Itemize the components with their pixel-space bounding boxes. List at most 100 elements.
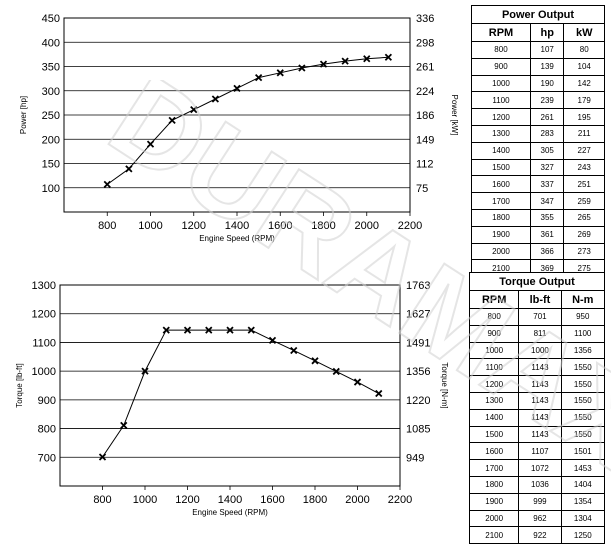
- torque-output-table: Torque Output RPM lb-ft N-m 800 701 950 900…: [468, 272, 606, 545]
- torque-table-cell: 2100: [468, 526, 520, 545]
- power-table-cell: 104: [563, 57, 605, 76]
- torque-table-row: 1600 1107 1501: [468, 442, 606, 461]
- torque-chart: 700 949 800 1085 900 1220 1000 1356 1100 1491 1200…: [15, 280, 449, 517]
- torque-table-row: 1900 999 1354: [468, 492, 606, 511]
- torque-table-row: 1000 1000 1356: [468, 341, 606, 360]
- torque-table-cell: 1800: [468, 475, 520, 494]
- data-point-marker: [247, 326, 255, 334]
- power-table-cell: 337: [529, 175, 565, 194]
- x-tick-label: 800: [98, 220, 116, 232]
- x-tick-label: 1800: [311, 220, 335, 232]
- torque-table-cell: 1100: [560, 324, 606, 343]
- y-tick-label: 700: [38, 452, 56, 464]
- torque-table-cell: 962: [518, 509, 562, 528]
- power-table-cell: 1200: [471, 108, 531, 126]
- y-tick-label: 800: [38, 424, 56, 436]
- power-table-cell: 273: [563, 242, 605, 261]
- y-tick-label: 400: [42, 37, 60, 49]
- data-point-marker: [319, 60, 328, 68]
- data-point-marker: [341, 57, 349, 65]
- torque-table-cell: 2000: [468, 509, 520, 528]
- power-table-cell: 1800: [471, 208, 531, 227]
- power-table-cell: 142: [563, 74, 605, 93]
- power-table-cell: 1300: [471, 124, 531, 143]
- x-tick-label: 1400: [218, 494, 242, 506]
- torque-table-cell: 950: [560, 308, 606, 326]
- y-tick-label: 1100: [32, 337, 56, 349]
- data-point-marker: [205, 326, 213, 334]
- y2-tick-label: 298: [416, 37, 434, 49]
- data-point-marker: [375, 389, 383, 398]
- torque-table-cell: 1143: [518, 425, 562, 444]
- torque-table-row: 1800 1036 1404: [468, 475, 606, 494]
- torque-table-cell: 1036: [518, 475, 562, 494]
- torque-table-cell: 1107: [518, 442, 562, 461]
- power-table-row: 1600 337 251: [471, 175, 605, 194]
- y-tick-label: 450: [42, 13, 60, 25]
- power-table-cell: 179: [563, 91, 605, 110]
- torque-table-cell: 1143: [518, 408, 562, 427]
- x-tick-label: 1800: [303, 494, 327, 506]
- torque-table-cell: 1550: [560, 358, 606, 377]
- torque-table-cell: 1900: [468, 492, 520, 511]
- torque-table-cell: 1143: [518, 375, 562, 393]
- torque-table-cell: 922: [518, 526, 562, 545]
- y2-tick-label: 149: [416, 134, 434, 146]
- y2-tick-label: 261: [416, 62, 434, 74]
- power-table-row: 1700 347 259: [471, 192, 605, 210]
- torque-table-row: 1500 1143 1550: [468, 425, 606, 444]
- power-table-cell: 1400: [471, 141, 531, 160]
- power-table-row: 1800 355 265: [471, 208, 605, 227]
- power-table-row: 1400 305 227: [471, 141, 605, 160]
- x-tick-label: 1600: [260, 494, 284, 506]
- x-tick-label: 1200: [182, 220, 206, 232]
- torque-table-cell: 1400: [468, 408, 520, 427]
- data-point-marker: [254, 74, 263, 82]
- power-table-cell: 1100: [471, 91, 531, 110]
- power-table-cell: 251: [563, 175, 605, 194]
- power-table-row: 1200 261 195: [471, 108, 605, 126]
- x-tick-label: 1600: [268, 220, 292, 232]
- x-tick-label: 2000: [355, 220, 379, 232]
- data-point-marker: [162, 326, 170, 334]
- torque-table-cell: 1550: [560, 425, 606, 444]
- torque-table-cell: 1300: [468, 391, 520, 410]
- power-table-cell: 195: [563, 108, 605, 126]
- y-axis-label: Torque [lb-ft]: [15, 363, 24, 407]
- power-table-cell: 1600: [471, 175, 531, 194]
- y-tick-label: 1000: [32, 366, 56, 378]
- torque-table-header-rpm: RPM: [468, 290, 520, 309]
- torque-table-cell: 1143: [518, 358, 562, 377]
- data-point-marker: [233, 84, 241, 92]
- data-point-marker: [120, 421, 128, 430]
- y2-axis-label: Power [kW]: [450, 95, 459, 136]
- torque-table-cell: 1143: [518, 391, 562, 410]
- y2-tick-label: 949: [406, 452, 424, 464]
- power-table-cell: 259: [563, 192, 605, 210]
- y-tick-label: 1200: [32, 309, 56, 321]
- y2-tick-label: 1763: [406, 280, 430, 292]
- data-point-marker: [298, 64, 306, 72]
- data-point-marker: [363, 55, 371, 63]
- torque-table-row: 1700 1072 1453: [468, 459, 606, 477]
- data-point-marker: [146, 140, 155, 148]
- power-table-cell: 305: [529, 141, 565, 160]
- torque-table-cell: 701: [518, 308, 562, 326]
- power-output-table: Power Output RPM hp kW 800 107 80 900 139 104…: [471, 5, 605, 278]
- power-table-cell: 227: [563, 141, 605, 160]
- power-table-row: 900 139 104: [471, 57, 605, 76]
- power-table-cell: 283: [529, 124, 565, 143]
- torque-table-row: 2000 962 1304: [468, 509, 606, 528]
- power-table-title: Power Output: [471, 5, 605, 24]
- x-tick-label: 2000: [345, 494, 369, 506]
- y2-tick-label: 75: [416, 183, 428, 195]
- torque-table-cell: 1600: [468, 442, 520, 461]
- x-tick-label: 1000: [133, 494, 157, 506]
- power-table-cell: 2000: [471, 242, 531, 261]
- data-point-marker: [103, 180, 111, 188]
- torque-table-cell: 1356: [560, 341, 606, 360]
- torque-table-cell: 1250: [560, 526, 606, 545]
- torque-table-cell: 1000: [518, 341, 562, 360]
- power-table-cell: 355: [529, 208, 565, 227]
- power-table-row: 1000 190 142: [471, 74, 605, 93]
